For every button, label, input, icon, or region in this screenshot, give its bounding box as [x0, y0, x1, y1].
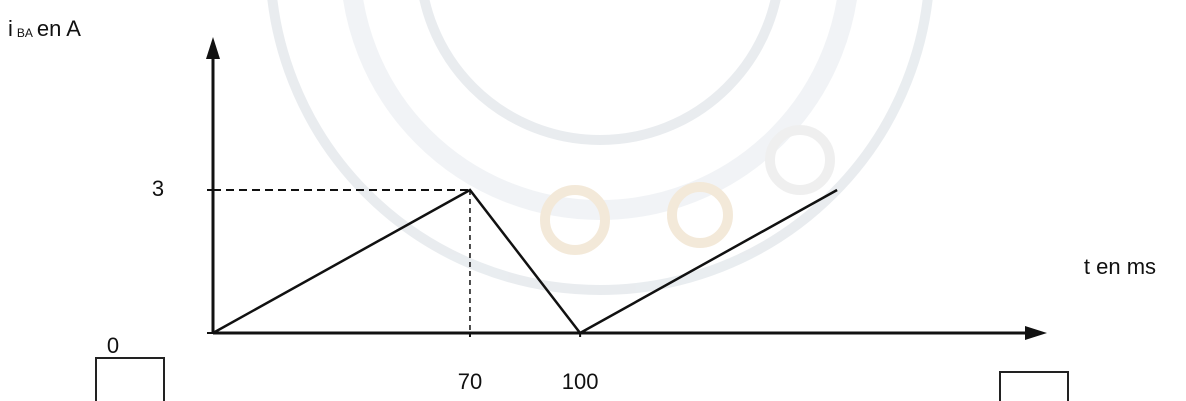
y-axis-label: i BA en A [8, 16, 81, 41]
x-tick-label: 70 [458, 369, 482, 394]
chart: t en ms i BA en A 0 3 70 100 [0, 0, 1186, 401]
y-label-main: i [8, 16, 13, 41]
box [96, 358, 164, 401]
x-tick-label: 100 [562, 369, 599, 394]
box [1000, 372, 1068, 401]
y-tick-label: 3 [152, 176, 164, 201]
y-tick-label: 0 [107, 333, 119, 358]
x-axis-label: t en ms [1084, 254, 1156, 279]
y-label-unit: en A [37, 16, 81, 41]
y-label-sub: BA [17, 26, 33, 40]
y-arrow [206, 37, 220, 59]
x-arrow [1025, 326, 1047, 340]
